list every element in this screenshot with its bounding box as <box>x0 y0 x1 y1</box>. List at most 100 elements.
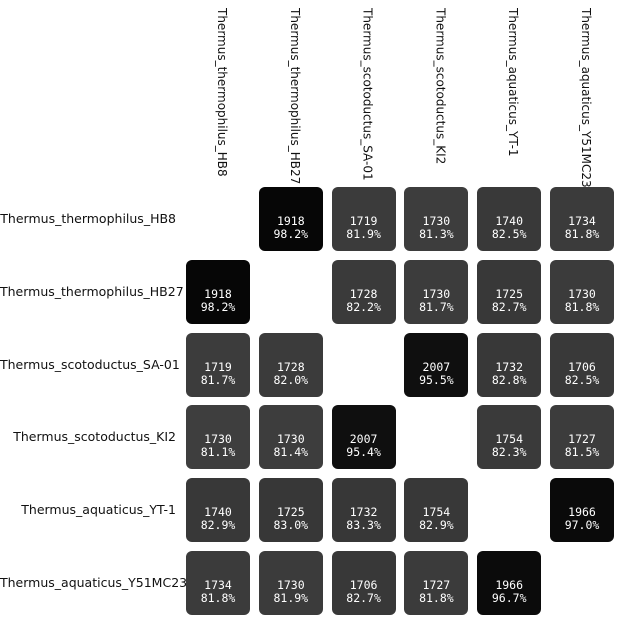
heatmap-cell: 1727 81.8% <box>404 551 469 615</box>
cell-percent: 81.9% <box>346 227 381 241</box>
cell-count: 1966 <box>495 578 524 592</box>
cell-count: 1719 <box>204 359 232 374</box>
heatmap-cell: 1918 98.2% <box>186 259 250 324</box>
cell-percent: 98.2% <box>200 299 236 314</box>
cell-percent: 82.7% <box>491 299 527 314</box>
cell-count: 1732 <box>349 505 378 520</box>
cell-percent: 82.9% <box>200 518 236 533</box>
cell-count: 1727 <box>422 578 451 592</box>
heatmap-cell: 1740 82.9% <box>186 478 250 543</box>
cell-count: 1740 <box>204 505 232 520</box>
cell-count: 1706 <box>568 359 596 374</box>
cell-percent: 82.5% <box>564 372 600 387</box>
cell-percent: 97.0% <box>564 518 600 533</box>
heatmap-cell: 1728 82.2% <box>331 259 396 324</box>
cell-count: 2007 <box>422 359 451 374</box>
cell-percent: 82.9% <box>419 518 454 533</box>
cell-count: 1966 <box>568 505 596 520</box>
heatmap-cell: 2007 95.4% <box>331 405 396 470</box>
cell-count: 1725 <box>495 286 524 301</box>
heatmap-cell: 1730 81.9% <box>258 551 323 615</box>
cell-percent: 81.8% <box>200 591 236 605</box>
column-label: Thermus_scotoductus_KI2 <box>433 8 448 165</box>
row-label: Thermus_thermophilus_HB8 <box>0 211 176 226</box>
cell-count: 1918 <box>276 214 305 228</box>
cell-percent: 81.4% <box>273 445 309 460</box>
row-label: Thermus_aquaticus_Y51MC23 <box>0 575 188 590</box>
heatmap-cell: 1734 81.8% <box>186 551 250 615</box>
cell-count: 1754 <box>422 505 451 520</box>
heatmap-cell: 1966 97.0% <box>550 478 614 543</box>
cell-percent: 82.2% <box>346 299 381 314</box>
heatmap-cell: 1719 81.7% <box>186 332 250 397</box>
cell-percent: 95.5% <box>419 372 454 387</box>
cell-count: 1725 <box>276 505 305 520</box>
heatmap-cell: 1725 82.7% <box>477 259 542 324</box>
cell-count: 1706 <box>349 578 378 592</box>
heatmap-cell: 1966 96.7% <box>477 551 542 615</box>
cell-count: 1732 <box>495 359 524 374</box>
cell-count: 1740 <box>495 214 524 228</box>
heatmap-cell: 1730 81.1% <box>186 405 250 470</box>
cell-percent: 95.4% <box>346 445 381 460</box>
column-label: Thermus_thermophilus_HB27 <box>287 8 302 185</box>
heatmap-cell: 1727 81.5% <box>550 405 614 470</box>
column-label: Thermus_aquaticus_Y51MC23 <box>579 8 593 188</box>
cell-count: 1754 <box>495 432 524 447</box>
cell-count: 2007 <box>349 432 378 447</box>
cell-count: 1730 <box>422 214 451 228</box>
cell-count: 1730 <box>204 432 232 447</box>
cell-percent: 82.3% <box>491 445 527 460</box>
row-label: Thermus_aquaticus_YT-1 <box>21 502 176 518</box>
cell-percent: 81.1% <box>200 445 236 460</box>
heatmap-cell: 1728 82.0% <box>258 332 323 397</box>
cell-count: 1734 <box>204 578 232 592</box>
cell-percent: 98.2% <box>273 227 309 241</box>
heatmap-cell: 1730 81.4% <box>258 405 323 470</box>
cell-percent: 81.8% <box>419 591 454 605</box>
cell-count: 1719 <box>349 214 378 228</box>
cell-count: 1730 <box>276 578 305 592</box>
column-label: Thermus_thermophilus_HB8 <box>215 8 229 177</box>
cell-percent: 82.5% <box>491 227 527 241</box>
cell-percent: 81.8% <box>564 299 600 314</box>
cell-percent: 81.9% <box>273 591 309 605</box>
heatmap-cell: 1918 98.2% <box>258 187 323 251</box>
cell-percent: 83.0% <box>273 518 309 533</box>
cell-percent: 83.3% <box>346 518 381 533</box>
cell-percent: 82.8% <box>491 372 527 387</box>
heatmap-cell: 1730 81.8% <box>550 259 614 324</box>
heatmap-cell: 1732 83.3% <box>331 478 396 543</box>
cell-percent: 96.7% <box>491 591 527 605</box>
heatmap-cell: 1706 82.5% <box>550 332 614 397</box>
cell-percent: 82.7% <box>346 591 381 605</box>
cell-percent: 81.3% <box>419 227 454 241</box>
column-label: Thermus_aquaticus_YT-1 <box>506 8 521 157</box>
cell-count: 1730 <box>276 432 305 447</box>
row-label: Thermus_scotoductus_KI2 <box>13 429 176 445</box>
cell-count: 1730 <box>422 286 451 301</box>
heatmap-cell: 1734 81.8% <box>550 187 614 251</box>
heatmap-cell: 1754 82.3% <box>477 405 542 470</box>
row-label: Thermus_scotoductus_SA-01 <box>0 356 180 372</box>
heatmap-cell: 1706 82.7% <box>331 551 396 615</box>
row-label: Thermus_thermophilus_HB27 <box>0 283 184 299</box>
heatmap-cell: 1730 81.7% <box>404 259 469 324</box>
heatmap-cell: 1754 82.9% <box>404 478 469 543</box>
cell-percent: 81.7% <box>419 299 454 314</box>
cell-count: 1918 <box>204 286 232 301</box>
cell-count: 1728 <box>349 286 378 301</box>
cell-percent: 81.8% <box>564 227 600 241</box>
heatmap-cell: 1719 81.9% <box>331 187 396 251</box>
heatmap-cell: 1732 82.8% <box>477 332 542 397</box>
heatmap-cell: 1725 83.0% <box>258 478 323 543</box>
cell-percent: 82.0% <box>273 372 309 387</box>
cell-percent: 81.5% <box>564 445 600 460</box>
cell-count: 1734 <box>568 214 596 228</box>
heatmap-cell: 1740 82.5% <box>477 187 542 251</box>
cell-count: 1730 <box>568 286 596 301</box>
cell-count: 1727 <box>568 432 596 447</box>
heatmap-cell: 2007 95.5% <box>404 332 469 397</box>
heatmap-cell: 1730 81.3% <box>404 187 469 251</box>
